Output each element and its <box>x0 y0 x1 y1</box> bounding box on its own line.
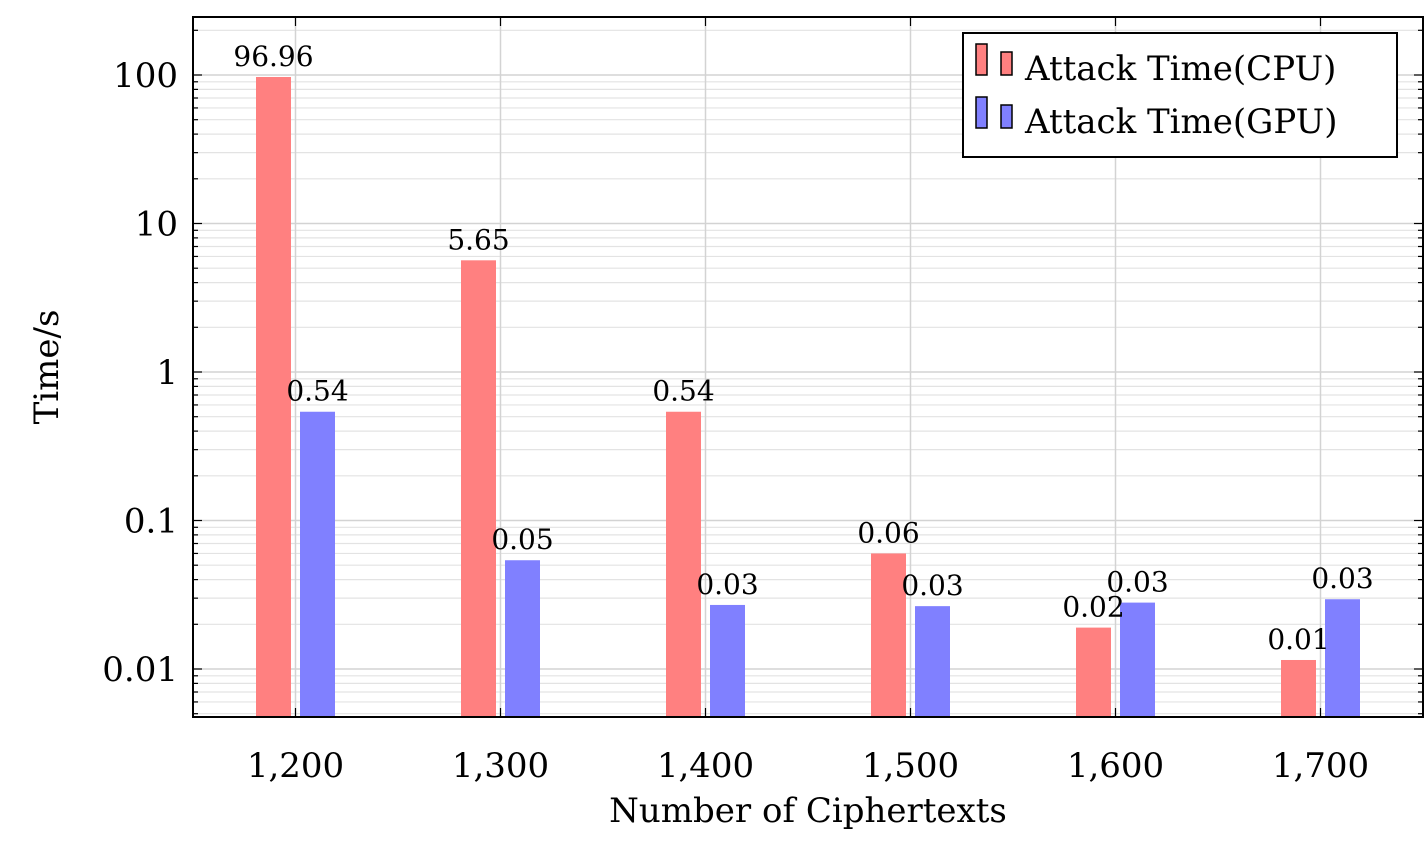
x-tick-label: 1,500 <box>862 746 959 786</box>
legend-swatch-gpu-a <box>975 96 988 129</box>
gpu-bar-label: 0.54 <box>286 375 348 408</box>
gpu-bar-label: 0.03 <box>1311 562 1373 595</box>
legend-label-cpu: Attack Time(CPU) <box>1024 49 1336 89</box>
minor-gridlines <box>193 29 1423 715</box>
cpu-bar-label: 0.06 <box>857 516 919 549</box>
plot-frame <box>192 16 1424 718</box>
y-tick-label: 0.1 <box>124 502 178 542</box>
cpu-bar <box>666 411 701 717</box>
gpu-bar <box>710 604 745 717</box>
y-axis-title: Time/s <box>27 310 67 425</box>
cpu-bar <box>256 76 291 718</box>
gpu-bar <box>915 606 950 717</box>
cpu-bar-label: 0.54 <box>652 375 714 408</box>
bars <box>256 76 1360 718</box>
gpu-bar-label: 0.03 <box>696 568 758 601</box>
legend-swatch-gpu-b <box>1000 104 1013 129</box>
cpu-bar-label: 0.01 <box>1267 623 1329 656</box>
legend-swatch-cpu-a <box>975 43 988 76</box>
x-tick-label: 1,600 <box>1067 746 1164 786</box>
major-gridlines <box>193 17 1423 717</box>
gpu-bar-label: 0.03 <box>1106 566 1168 599</box>
y-tick-label: 100 <box>113 56 178 96</box>
x-tick-label: 1,200 <box>247 746 344 786</box>
legend-item-gpu: Attack Time(GPU) <box>975 96 1338 142</box>
y-tick-label: 10 <box>135 205 178 245</box>
legend-item-cpu: Attack Time(CPU) <box>975 43 1336 89</box>
cpu-bar-label: 5.65 <box>447 223 509 256</box>
cpu-bar <box>1076 627 1111 717</box>
cpu-bar <box>1281 659 1316 717</box>
gpu-bar-label: 0.03 <box>901 569 963 602</box>
gpu-bar-label: 0.05 <box>491 523 553 556</box>
gpu-bar <box>1325 599 1360 717</box>
legend: Attack Time(CPU) Attack Time(GPU) <box>962 32 1398 158</box>
cpu-bar-label: 0.02 <box>1062 591 1124 624</box>
y-tick-label: 1 <box>156 353 178 393</box>
tick-labels: 0.01 0.1 1 10 100 1,200 1,300 1,400 1,500 1,600 1,… <box>102 56 1369 786</box>
y-tick-label: 0.01 <box>102 650 178 690</box>
data-labels: 96.96 5.65 0.54 0.06 0.02 0.01 0.54 0.05 0.03 0.0… <box>233 40 1373 656</box>
gpu-bar <box>300 411 335 717</box>
x-tick-label: 1,700 <box>1272 746 1369 786</box>
legend-box <box>962 32 1398 158</box>
legend-label-gpu: Attack Time(GPU) <box>1024 102 1338 142</box>
gpu-bar <box>505 560 540 717</box>
legend-swatch-cpu-b <box>1000 51 1013 76</box>
x-axis-title: Number of Ciphertexts <box>609 791 1007 831</box>
gpu-bar <box>1120 602 1155 717</box>
cpu-bar <box>461 260 496 717</box>
x-tick-label: 1,400 <box>657 746 754 786</box>
axis-ticks <box>193 17 1423 717</box>
x-tick-label: 1,300 <box>452 746 549 786</box>
cpu-bar <box>871 553 906 717</box>
cpu-bar-label: 96.96 <box>233 40 313 73</box>
